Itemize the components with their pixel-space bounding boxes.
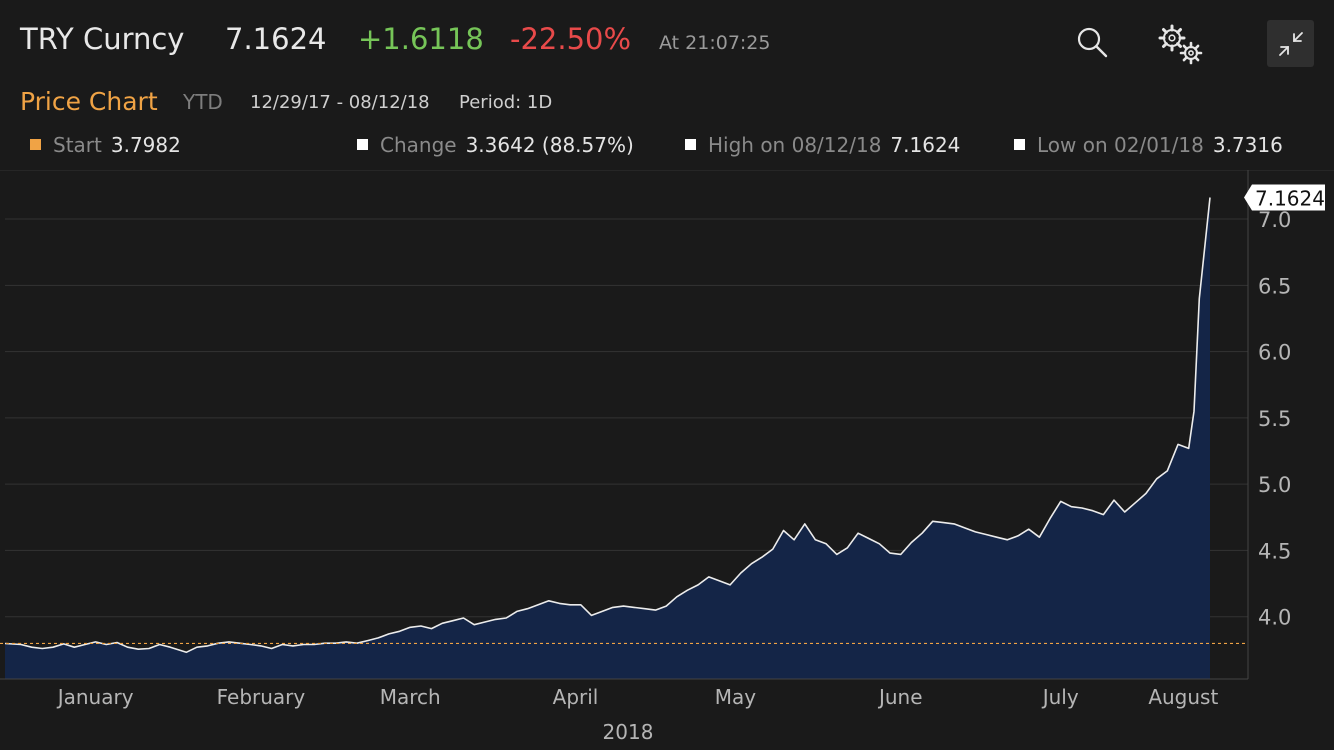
- timestamp: At 21:07:25: [659, 32, 771, 54]
- y-tick-label: 5.0: [1258, 473, 1291, 497]
- y-tick-label: 6.0: [1258, 341, 1291, 365]
- low-legend-square: [1014, 139, 1025, 150]
- stat-change: Change 3.3642 (88.57%): [357, 133, 634, 157]
- date-range: 12/29/17 - 08/12/18: [250, 92, 430, 113]
- ytd-selector[interactable]: YTD: [183, 90, 223, 114]
- ticker-symbol: TRY Curncy: [20, 22, 185, 56]
- start-legend-square: [30, 139, 41, 150]
- price-area: [5, 197, 1210, 679]
- last-value-flag: [1244, 184, 1325, 211]
- high-label: High on 08/12/18: [708, 133, 882, 157]
- last-value-label: 7.1624: [1255, 187, 1325, 211]
- x-tick-label: June: [877, 685, 923, 709]
- high-legend-square: [685, 139, 696, 150]
- x-tick-label: July: [1041, 685, 1079, 709]
- x-tick-label: March: [380, 685, 441, 709]
- change-legend-square: [357, 139, 368, 150]
- price-chart-title: Price Chart: [20, 87, 158, 116]
- collapse-button[interactable]: [1267, 20, 1314, 67]
- start-label: Start: [53, 133, 102, 157]
- x-tick-label: May: [715, 685, 757, 709]
- x-tick-label: February: [217, 685, 306, 709]
- chart-subheader: Price Chart YTD 12/29/17 - 08/12/18 Peri…: [0, 85, 1334, 119]
- x-tick-label: January: [56, 685, 134, 709]
- percent-change: -22.50%: [510, 22, 632, 56]
- low-value: 3.7316: [1212, 133, 1283, 157]
- x-year-label: 2018: [603, 720, 654, 744]
- y-tick-label: 6.5: [1258, 274, 1291, 298]
- header-bar: TRY Curncy 7.1624 +1.6118 -22.50% At 21:…: [0, 0, 1334, 88]
- y-tick-label: 5.5: [1258, 407, 1291, 431]
- y-tick-label: 4.5: [1258, 539, 1291, 563]
- period-label: Period: 1D: [459, 92, 553, 113]
- y-tick-label: 7.0: [1258, 208, 1291, 232]
- high-value: 7.1624: [890, 133, 961, 157]
- start-value: 3.7982: [110, 133, 181, 157]
- settings-icon: [1158, 24, 1203, 65]
- price-chart[interactable]: 4.0 4.5 5.0 5.5 6.0 6.5 7.07.1624 January Februa…: [0, 170, 1334, 750]
- collapse-icon: [1278, 31, 1303, 56]
- low-label: Low on 02/01/18: [1037, 133, 1204, 157]
- search-button[interactable]: [1070, 20, 1114, 64]
- net-change: +1.6118: [358, 22, 484, 56]
- stats-row: Start 3.7982 Change 3.3642 (88.57%) High o…: [0, 130, 1334, 162]
- stat-low: Low on 02/01/18 3.7316: [1014, 133, 1283, 157]
- stat-start: Start 3.7982: [30, 133, 181, 157]
- change-label: Change: [380, 133, 457, 157]
- y-tick-label: 4.0: [1258, 606, 1291, 630]
- search-icon: [1077, 27, 1108, 58]
- x-tick-label: April: [553, 685, 599, 709]
- settings-button[interactable]: [1152, 18, 1208, 68]
- stat-high: High on 08/12/18 7.1624: [685, 133, 960, 157]
- last-price: 7.1624: [225, 22, 327, 56]
- x-tick-label: August: [1148, 685, 1218, 709]
- change-value: 3.3642 (88.57%): [465, 133, 634, 157]
